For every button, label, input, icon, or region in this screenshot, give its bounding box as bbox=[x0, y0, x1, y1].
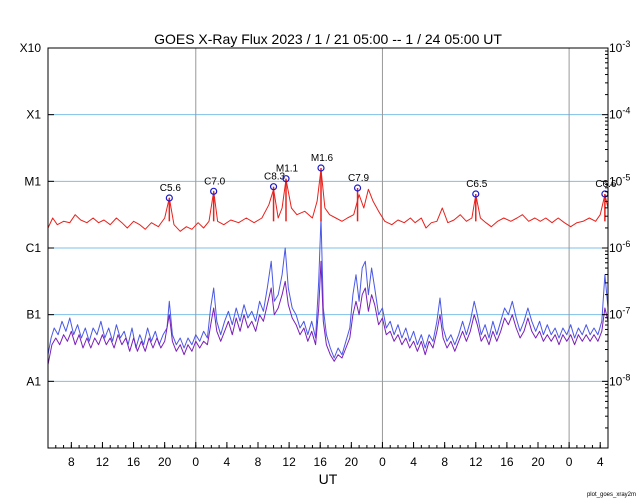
x-tick-label: 16 bbox=[314, 455, 328, 469]
x-tick-label: 12 bbox=[282, 455, 296, 469]
flare-marker-ring bbox=[165, 194, 173, 202]
x-tick-label: 16 bbox=[127, 455, 141, 469]
x-tick-label: 12 bbox=[469, 455, 483, 469]
y-exponent-label: 10-5 bbox=[609, 172, 630, 188]
y-exponent-label: 10-3 bbox=[609, 39, 630, 55]
flux-series-line-2 bbox=[47, 260, 609, 365]
flare-marker-label: C5.6 bbox=[160, 183, 182, 194]
x-tick-label: 8 bbox=[255, 455, 262, 469]
grid-layer bbox=[48, 48, 608, 448]
flare-marker-label: C8.3 bbox=[264, 172, 286, 183]
x-tick-label: 12 bbox=[96, 455, 110, 469]
flux-series-line-0 bbox=[47, 168, 609, 232]
y-class-label: C1 bbox=[26, 241, 42, 255]
flare-marker-ring bbox=[472, 190, 480, 198]
y-exponent-label: 10-8 bbox=[609, 372, 630, 388]
credit-text: plot_goes_xray2m bbox=[587, 492, 636, 498]
x-tick-label: 20 bbox=[345, 455, 359, 469]
flare-marker-label: C7.9 bbox=[348, 173, 370, 184]
series-layer bbox=[47, 168, 609, 365]
y-class-label: A1 bbox=[26, 374, 41, 388]
x-tick-label: 4 bbox=[224, 455, 231, 469]
flux-series-line-1 bbox=[47, 217, 609, 359]
flare-marker-label: M1.6 bbox=[311, 153, 334, 164]
y-exponent-label: 10-6 bbox=[609, 239, 630, 255]
y-class-label: X1 bbox=[26, 108, 41, 122]
flare-marker-ring bbox=[210, 187, 218, 195]
x-tick-label: 4 bbox=[410, 455, 417, 469]
x-tick-label: 0 bbox=[379, 455, 386, 469]
y-class-label: X10 bbox=[20, 41, 42, 55]
flare-marker-label: C7.0 bbox=[204, 176, 226, 187]
y-class-label: M1 bbox=[24, 174, 41, 188]
flare-marker-ring bbox=[269, 183, 278, 191]
flare-marker-label: M1.1 bbox=[276, 164, 299, 175]
x-tick-label: 20 bbox=[531, 455, 545, 469]
x-tick-label: 0 bbox=[192, 455, 199, 469]
flare-marker-ring bbox=[317, 164, 325, 172]
flare-marker-layer: C5.6C7.0 C8.3M1.1M1.6C7.9C6.5 C6.6 bbox=[160, 153, 617, 222]
x-tick-label: 4 bbox=[597, 455, 604, 469]
x-tick-label: 8 bbox=[441, 455, 448, 469]
x-tick-label: 0 bbox=[566, 455, 573, 469]
flare-marker-ring bbox=[353, 184, 362, 192]
x-tick-label: 20 bbox=[158, 455, 172, 469]
y-exponent-label: 10-4 bbox=[609, 106, 630, 122]
x-tick-label: 16 bbox=[500, 455, 514, 469]
x-tick-label: 8 bbox=[68, 455, 75, 469]
flare-marker-label: C6.5 bbox=[466, 179, 488, 190]
axis-layer: X10 X1 M1 C1 B1 A1 10-3 10-4 10-5 10-6 10-7 10-8 8 12… bbox=[20, 39, 631, 469]
x-axis-label: UT bbox=[319, 471, 338, 487]
chart-title: GOES X-Ray Flux 2023 / 1 / 21 05:00 -- 1… bbox=[154, 31, 502, 47]
y-class-label: B1 bbox=[26, 308, 41, 322]
y-exponent-label: 10-7 bbox=[609, 306, 630, 322]
flare-marker-ring bbox=[282, 175, 290, 183]
